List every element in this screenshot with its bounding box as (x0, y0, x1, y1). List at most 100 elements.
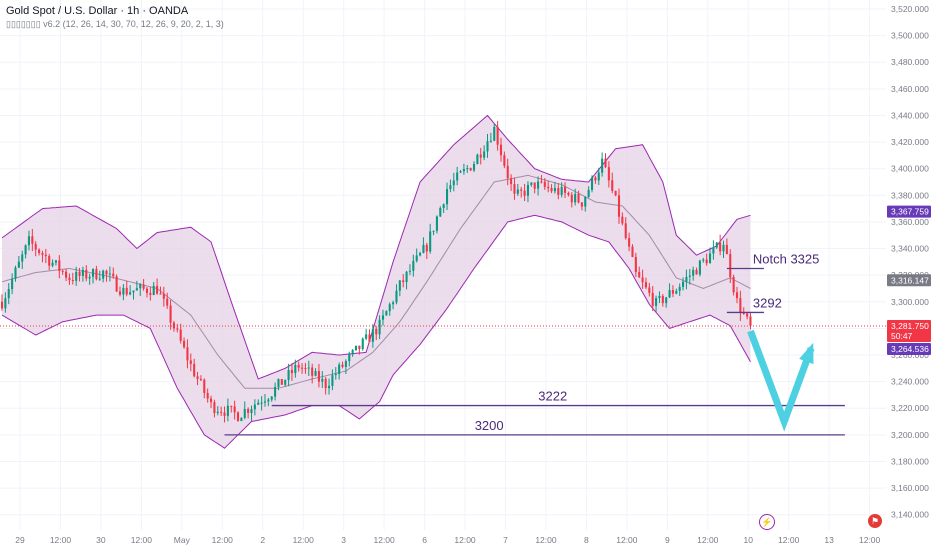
candle-body (392, 302, 395, 305)
candle-body (344, 361, 347, 367)
candle-body (338, 364, 341, 375)
candles (0, 120, 752, 423)
candle-body (439, 207, 442, 217)
candle-body (297, 364, 300, 368)
candle-body (722, 244, 725, 252)
x-tick-label: 12:00 (212, 535, 234, 545)
candle-body (371, 328, 374, 342)
candle-body (584, 196, 587, 207)
candle-body (708, 253, 712, 264)
candle-body (4, 298, 7, 309)
candle-body (294, 364, 297, 374)
candle-body (641, 277, 644, 283)
candle-body (334, 374, 337, 376)
candle-body (547, 186, 550, 189)
candle-body (78, 271, 81, 277)
candle-body (88, 276, 91, 279)
candle-body (44, 254, 47, 257)
indicator-legend: ▯▯▯▯▯▯▯ v6.2 (12, 26, 14, 30, 70, 12, 26… (6, 19, 224, 29)
candle-body (746, 313, 749, 317)
candle-body (678, 286, 681, 291)
price-badge-label: 3,281.750 (891, 321, 929, 331)
candle-body (125, 287, 128, 295)
candle-body (176, 328, 179, 330)
candle-body (368, 334, 371, 342)
candle-body (118, 291, 122, 295)
y-tick-label: 3,500.000 (891, 31, 929, 41)
candle-body (230, 405, 233, 407)
lightning-icon[interactable]: ⚡ (759, 514, 775, 530)
y-tick-label: 3,420.000 (891, 137, 929, 147)
candle-body (479, 154, 482, 158)
candle-body (702, 259, 705, 261)
candle-body (38, 249, 41, 254)
candle-body (354, 345, 358, 350)
candle-body (183, 340, 186, 348)
candle-body (162, 293, 165, 299)
candle-body (503, 155, 506, 166)
candle-body (651, 292, 654, 306)
candle-body (715, 242, 718, 248)
x-tick-label: 12:00 (535, 535, 557, 545)
bollinger-bands (1, 114, 751, 449)
candle-body (11, 278, 14, 290)
candle-body (614, 190, 617, 196)
candle-body (516, 189, 519, 194)
candle-body (159, 293, 162, 295)
candle-body (233, 406, 236, 413)
candle-body (466, 168, 469, 170)
candle-body (742, 312, 745, 314)
candle-body (459, 171, 462, 173)
candle-body (375, 328, 378, 335)
candle-body (81, 269, 84, 277)
x-tick-label: 12:00 (859, 535, 881, 545)
candle-body (277, 379, 280, 387)
candle-body (108, 273, 111, 275)
candle-body (142, 284, 145, 289)
candle-body (290, 369, 293, 374)
x-tick-label: 10 (744, 535, 754, 545)
candle-body (129, 292, 132, 295)
y-tick-label: 3,180.000 (891, 456, 929, 466)
y-tick-label: 3,160.000 (891, 483, 929, 493)
y-tick-label: 3,400.000 (891, 164, 929, 174)
us-flag-icon[interactable]: ⚑ (868, 514, 882, 528)
level-label: 3200 (475, 418, 504, 433)
candle-body (597, 172, 600, 181)
candle-body (17, 261, 20, 268)
projection-path (747, 329, 815, 432)
candle-body (567, 192, 570, 195)
support-levels: Notch 3325 3292 3222 3200 (0, 252, 886, 436)
candle-body (274, 386, 277, 397)
candle-body (628, 238, 631, 247)
candle-body (324, 378, 327, 389)
candle-body (499, 144, 503, 156)
candle-body (422, 244, 425, 253)
candle-body (634, 256, 637, 273)
candle-body (395, 290, 398, 303)
candle-body (631, 246, 634, 257)
price-badge (887, 274, 931, 287)
candle-body (530, 182, 533, 185)
y-tick-label: 3,520.000 (891, 4, 929, 14)
level-label: 3222 (538, 389, 567, 404)
candle-body (327, 385, 331, 389)
candle-body (301, 367, 304, 369)
candle-body (550, 188, 553, 192)
x-tick-label: 12:00 (778, 535, 800, 545)
candle-body (115, 276, 118, 292)
candle-body (506, 165, 509, 179)
candle-body (560, 186, 563, 195)
candle-body (553, 187, 556, 192)
y-tick-label: 3,220.000 (891, 403, 929, 413)
candle-body (166, 298, 169, 306)
x-tick-label: 6 (422, 535, 427, 545)
candle-body (321, 378, 324, 382)
candle-body (604, 158, 607, 168)
candle-body (685, 276, 688, 282)
candle-body (648, 287, 651, 293)
candle-body (665, 297, 668, 304)
